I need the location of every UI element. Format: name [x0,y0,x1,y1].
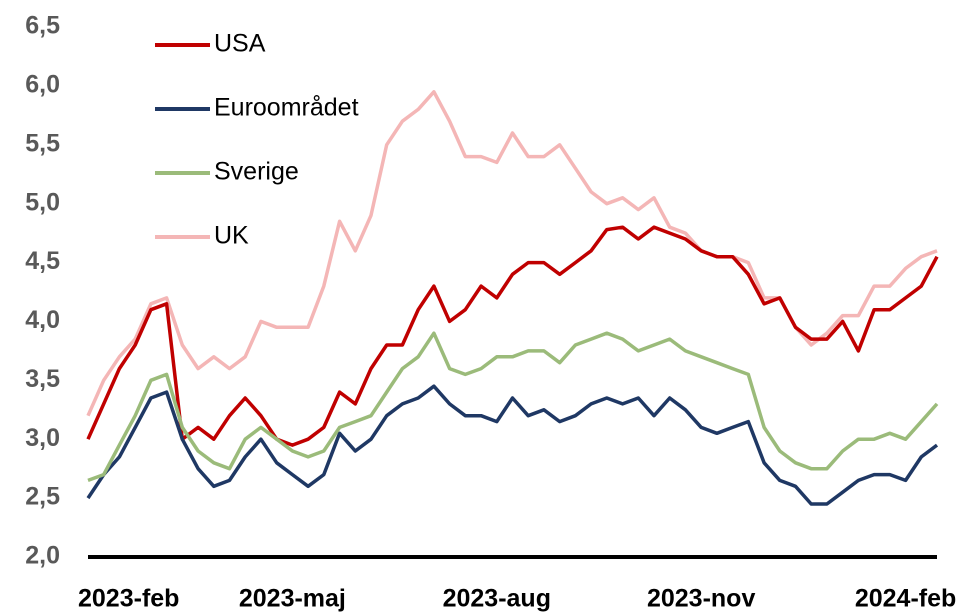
series-line [86,225,939,447]
y-tick-label: 6,0 [25,70,60,98]
series-line [86,384,939,506]
legend-label: UK [214,222,249,250]
x-tick-label: 2023-maj [239,585,346,613]
y-tick-label: 5,5 [25,129,60,157]
y-tick-label: 4,0 [25,306,60,334]
x-tick-label: 2023-nov [647,585,755,613]
legend-label: USA [214,30,266,58]
x-tick-label: 2023-aug [443,585,551,613]
series-line [86,90,938,417]
y-tick-label: 3,0 [25,424,60,452]
y-tick-label: 3,5 [25,365,60,393]
legend-label: Sverige [214,158,299,186]
series-line [87,331,939,483]
y-tick-label: 5,0 [25,188,60,216]
y-tick-label: 4,5 [25,247,60,275]
x-tick-label: 2024-feb [855,585,956,613]
y-tick-label: 2,0 [25,542,60,570]
legend-label: Euroområdet [214,94,359,122]
x-tick-label: 2023-feb [78,585,179,613]
y-tick-label: 2,5 [25,483,60,511]
y-tick-label: 6,5 [25,12,60,40]
